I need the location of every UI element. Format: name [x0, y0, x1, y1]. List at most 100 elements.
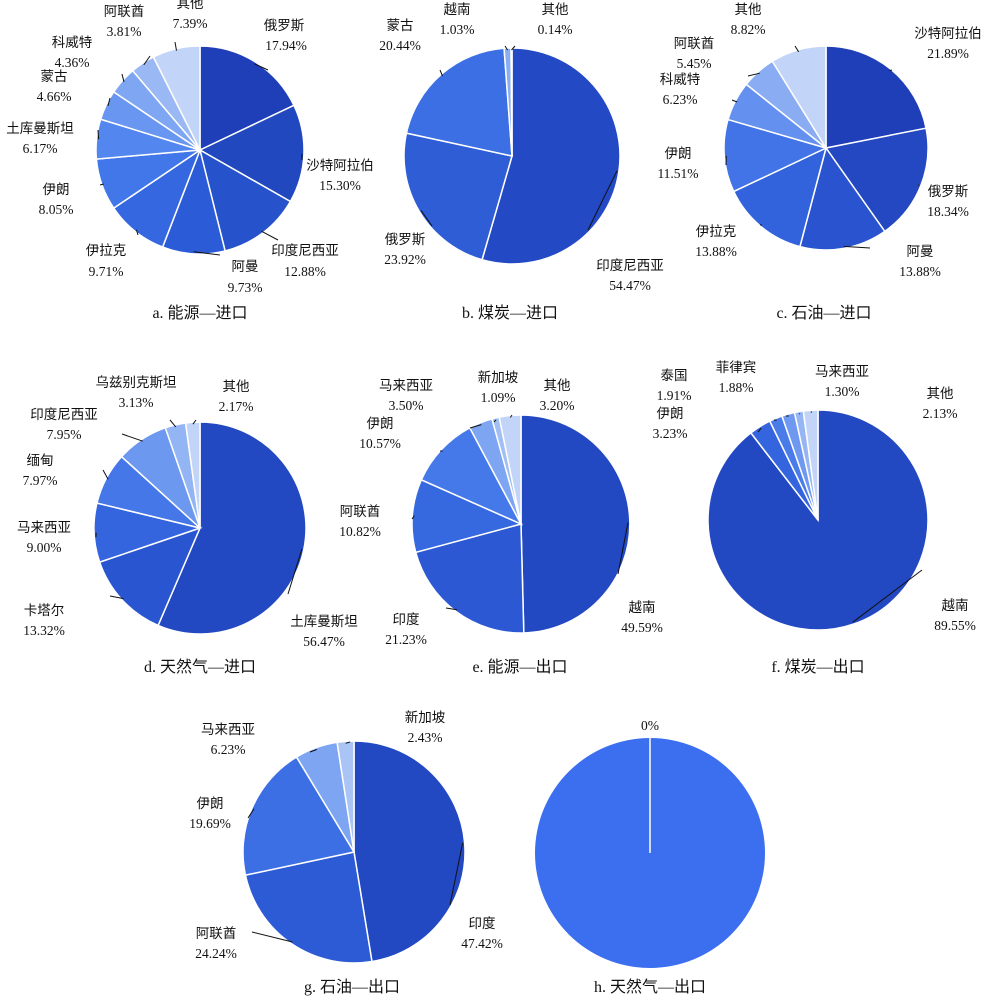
slice-name-label: 泰国 [661, 368, 688, 383]
slice-value-label: 2.43% [408, 730, 443, 745]
slice-name-label: 俄罗斯 [385, 232, 426, 247]
slice-value-label: 13.88% [899, 264, 941, 279]
leader-line [136, 229, 139, 236]
pie-slice [732, 146, 828, 248]
slice-name-label: 伊拉克 [696, 224, 737, 239]
leader-line [493, 419, 497, 423]
slice-value-label: 3.81% [107, 24, 142, 39]
slice-name-label: 伊拉克 [86, 243, 127, 258]
chart-caption: h. 天然气—出口 [594, 978, 706, 996]
pie-slice [411, 478, 524, 554]
slice-name-label: 印度尼西亚 [271, 243, 339, 258]
leader-line [449, 843, 464, 906]
slice-value-label: 8.82% [731, 22, 766, 37]
slice-value-label: 18.34% [927, 204, 969, 219]
leader-line [445, 607, 458, 611]
leader-line [143, 55, 151, 66]
slice-name-label: 其他 [544, 378, 571, 393]
slice-value-label: 3.50% [389, 398, 424, 413]
chart-caption: f. 煤炭—出口 [771, 658, 864, 676]
leader-line [99, 183, 104, 186]
slice-name-label: 伊朗 [657, 406, 684, 421]
leader-line [192, 419, 197, 425]
leader-line [469, 424, 482, 429]
slice-name-label: 越南 [942, 598, 969, 613]
leader-line [97, 129, 100, 140]
slice-value-label: 11.51% [657, 166, 698, 181]
slice-name-label: 越南 [444, 2, 471, 17]
pie-chart-3: 沙特阿拉伯 21.89% 俄罗斯 18.34% 阿曼 13.88% 伊拉克 13.88% 伊朗 1… [657, 2, 981, 322]
slice-value-label: 15.30% [319, 178, 361, 193]
slice-name-label: 阿联酋 [196, 925, 237, 941]
slice-value-label: 10.82% [339, 524, 381, 539]
slice-value-label: 7.97% [23, 473, 58, 488]
slice-value-label: 1.88% [719, 380, 754, 395]
slice-value-label: 8.05% [39, 202, 74, 217]
leader-line [174, 41, 177, 51]
slice-value-label: 9.73% [228, 280, 263, 295]
slice-name-label: 科威特 [52, 35, 93, 50]
slice-value-label: 2.13% [923, 406, 958, 421]
pie-slice [420, 426, 523, 526]
slice-name-label: 伊朗 [665, 146, 692, 161]
leader-line [794, 45, 800, 53]
leader-line [102, 469, 109, 480]
slice-value-label: 7.39% [173, 16, 208, 31]
slice-name-label: 其他 [927, 386, 954, 401]
slice-value-label: 56.47% [303, 634, 345, 649]
slice-name-label: 土库曼斯坦 [6, 121, 74, 136]
pie-slice [510, 47, 513, 157]
slice-name-label: 马来西亚 [201, 722, 255, 737]
slice-value-label: 6.17% [23, 141, 58, 156]
slice-name-label: 越南 [629, 600, 656, 615]
slice-value-label: 47.42% [461, 936, 503, 951]
pie-slice [799, 146, 886, 251]
pie-slice [771, 45, 827, 151]
pie-slice [98, 526, 202, 627]
leader-line [420, 210, 433, 227]
slice-name-label: 俄罗斯 [264, 18, 305, 33]
pie-chart-6: 越南 89.55% 伊朗 3.23% 泰国 1.91% 菲律宾 1.88% 马来西亚 1.30% 其… [653, 360, 976, 676]
slice-name-label: 伊朗 [367, 416, 394, 431]
pie-slice [199, 45, 295, 152]
slice-name-label: 科威特 [660, 72, 701, 87]
leader-line [852, 569, 923, 623]
slice-name-label: 菲律宾 [716, 360, 757, 375]
leader-line [511, 45, 516, 51]
slice-name-label: 阿联酋 [674, 35, 715, 51]
pie-slice [198, 104, 305, 203]
slice-name-label: 土库曼斯坦 [290, 614, 358, 629]
slice-name-label: 阿曼 [907, 244, 934, 259]
slice-name-label: 伊朗 [43, 182, 70, 197]
slice-value-label: 49.59% [621, 620, 663, 635]
chart-caption: b. 煤炭—进口 [462, 304, 558, 322]
leader-line [261, 230, 279, 241]
slice-name-label: 乌兹别克斯坦 [96, 375, 177, 390]
leader-line [731, 99, 738, 103]
leader-line [504, 45, 509, 51]
pie-slice [520, 414, 631, 634]
slice-name-label: 缅甸 [27, 453, 54, 468]
zero-value-label: 0% [641, 718, 659, 733]
slice-value-label: 89.55% [934, 618, 976, 633]
slice-name-label: 卡塔尔 [24, 603, 65, 618]
pie-slice [405, 47, 513, 157]
slice-name-label: 马来西亚 [815, 364, 869, 379]
slice-value-label: 3.13% [119, 395, 154, 410]
pie-chart-4: 土库曼斯坦 56.47% 卡塔尔 13.32% 马来西亚 9.00% 缅甸 7.97% 印度尼西… [17, 375, 358, 676]
leader-line [247, 808, 255, 819]
leader-line [439, 69, 443, 77]
slice-value-label: 17.94% [265, 38, 307, 53]
pie-slice [802, 409, 819, 521]
slice-name-label: 马来西亚 [17, 520, 71, 535]
slice-name-label: 俄罗斯 [928, 184, 969, 199]
leader-line [193, 251, 221, 256]
leader-line [309, 749, 317, 753]
slice-name-label: 阿联酋 [104, 3, 145, 19]
slice-value-label: 6.23% [663, 92, 698, 107]
slice-name-label: 马来西亚 [379, 378, 433, 393]
slice-name-label: 伊朗 [197, 796, 224, 811]
leader-line [617, 522, 629, 575]
